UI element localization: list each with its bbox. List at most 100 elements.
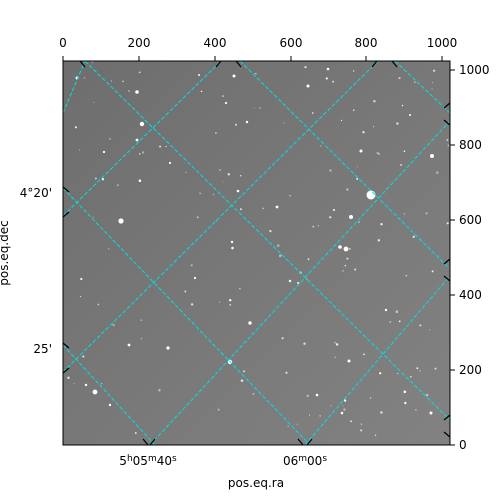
faint-star bbox=[190, 264, 193, 267]
faint-star bbox=[74, 126, 77, 129]
faint-star bbox=[222, 95, 224, 97]
faint-star bbox=[403, 213, 406, 215]
faint-star bbox=[414, 81, 416, 83]
faint-star bbox=[342, 405, 344, 407]
star bbox=[135, 138, 139, 142]
faint-star bbox=[431, 82, 434, 84]
faint-star bbox=[111, 80, 112, 82]
star bbox=[409, 114, 411, 116]
faint-star bbox=[380, 411, 383, 414]
faint-star bbox=[281, 337, 284, 340]
faint-star bbox=[199, 192, 201, 194]
faint-star bbox=[138, 179, 142, 182]
faint-star bbox=[403, 390, 407, 394]
faint-star bbox=[138, 71, 141, 74]
star bbox=[429, 411, 433, 415]
faint-star bbox=[419, 324, 422, 327]
faint-star bbox=[78, 149, 81, 151]
right-tick-label: 0 bbox=[459, 438, 467, 452]
faint-star bbox=[158, 389, 161, 392]
faint-star bbox=[101, 178, 105, 181]
faint-star bbox=[262, 207, 265, 210]
star bbox=[84, 383, 88, 387]
sky-image bbox=[63, 61, 450, 445]
faint-star bbox=[446, 138, 449, 141]
coordinate-grid bbox=[63, 61, 450, 445]
star bbox=[248, 321, 252, 325]
faint-star bbox=[350, 420, 353, 423]
faint-star bbox=[212, 193, 215, 196]
star bbox=[224, 101, 228, 105]
faint-star bbox=[428, 329, 431, 331]
faint-star bbox=[303, 342, 306, 345]
grid-line bbox=[63, 61, 222, 217]
faint-star bbox=[404, 401, 407, 405]
faint-star bbox=[431, 270, 434, 273]
faint-star bbox=[214, 132, 217, 134]
faint-star bbox=[79, 295, 82, 298]
faint-star bbox=[140, 319, 142, 321]
faint-star bbox=[401, 104, 404, 107]
star bbox=[384, 308, 388, 312]
star bbox=[326, 67, 330, 71]
faint-star bbox=[234, 123, 237, 126]
faint-star bbox=[432, 69, 436, 72]
faint-star bbox=[356, 177, 359, 180]
right-tick-label: 200 bbox=[459, 363, 482, 377]
faint-star bbox=[217, 408, 220, 411]
faint-star bbox=[354, 268, 357, 271]
faint-star bbox=[222, 181, 224, 183]
faint-star bbox=[360, 423, 363, 426]
faint-star bbox=[360, 429, 363, 432]
faint-star bbox=[159, 145, 162, 148]
y-axis-title: pos.eq.dec bbox=[0, 220, 11, 285]
faint-star bbox=[185, 171, 187, 173]
faint-star bbox=[373, 99, 376, 103]
star bbox=[347, 359, 351, 363]
faint-star bbox=[348, 247, 351, 250]
top-tick-label: 1000 bbox=[427, 36, 458, 50]
dec-tick-label: 25' bbox=[33, 342, 52, 356]
star bbox=[245, 120, 249, 124]
faint-star bbox=[269, 229, 272, 233]
faint-star bbox=[320, 145, 322, 147]
faint-star bbox=[218, 301, 221, 303]
faint-star bbox=[343, 399, 347, 402]
grid-line bbox=[63, 187, 311, 445]
ra-tick-label: 5h05m40s bbox=[119, 454, 177, 468]
faint-star bbox=[377, 239, 380, 242]
top-tick-label: 0 bbox=[59, 36, 67, 50]
star bbox=[349, 215, 353, 219]
faint-star bbox=[344, 264, 347, 267]
faint-star bbox=[376, 151, 379, 155]
star bbox=[338, 245, 342, 249]
faint-star bbox=[184, 290, 187, 293]
faint-star bbox=[415, 409, 417, 411]
faint-star bbox=[97, 303, 100, 306]
faint-star bbox=[343, 408, 346, 411]
star bbox=[232, 74, 236, 78]
faint-star bbox=[229, 304, 232, 306]
faint-star bbox=[329, 169, 332, 172]
faint-star bbox=[317, 225, 319, 227]
faint-star bbox=[398, 76, 401, 80]
faint-star bbox=[346, 188, 349, 191]
faint-star bbox=[389, 321, 392, 323]
grid-line bbox=[304, 275, 450, 445]
faint-star bbox=[108, 248, 110, 250]
faint-star bbox=[333, 209, 335, 211]
faint-star bbox=[362, 131, 365, 134]
faint-star bbox=[279, 254, 282, 257]
grid-line bbox=[394, 61, 450, 114]
faint-star bbox=[200, 90, 203, 93]
faint-star bbox=[334, 356, 336, 359]
star bbox=[430, 154, 434, 158]
star bbox=[118, 218, 124, 224]
star bbox=[127, 343, 131, 347]
faint-star bbox=[134, 432, 137, 434]
faint-star bbox=[306, 394, 309, 398]
faint-star bbox=[276, 244, 280, 247]
faint-star bbox=[436, 171, 439, 174]
faint-star bbox=[434, 367, 437, 370]
